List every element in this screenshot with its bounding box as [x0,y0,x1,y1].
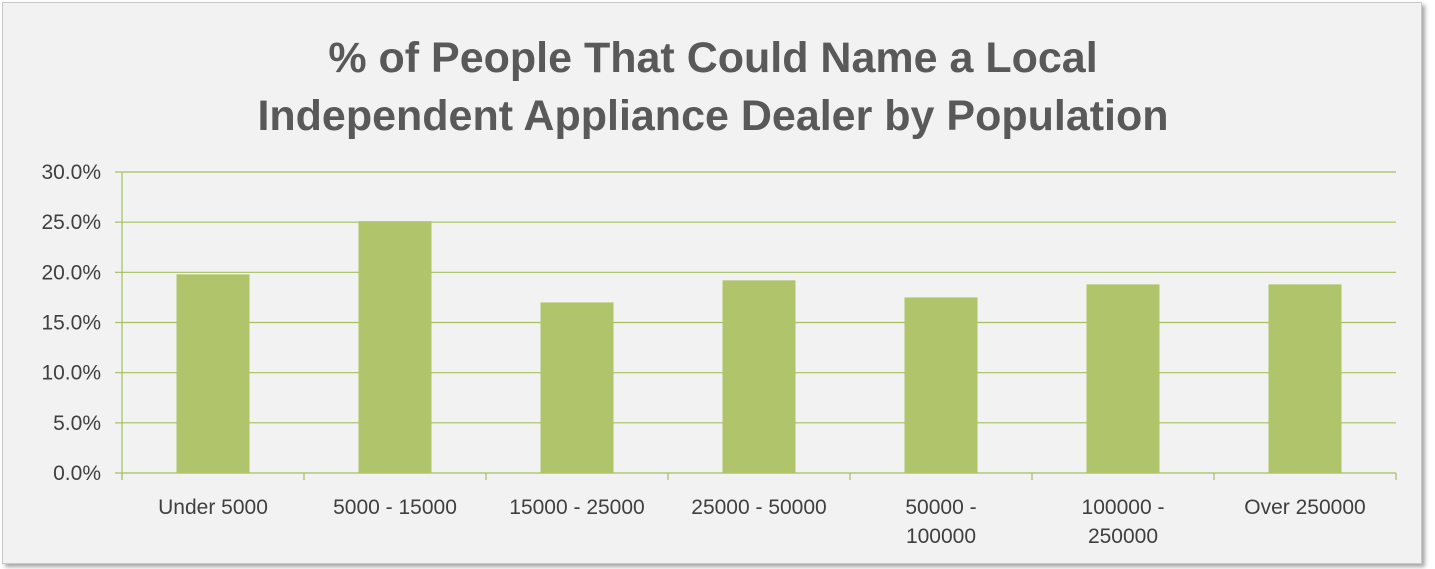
bar [540,302,614,473]
chart-title-line-1: % of People That Could Name a Local [328,34,1098,82]
y-tick-label: 0.0% [53,462,101,485]
bar [904,297,978,473]
bar [176,274,250,473]
chart-frame: % of People That Could Name a Local Inde… [2,2,1422,564]
x-tick-label: 5000 - 15000 [333,496,457,519]
x-tick-label: Under 5000 [158,496,268,519]
bar [1086,284,1160,473]
bar-chart: 0.0% 5.0% 10.0% 15.0% 20.0% 25.0% 30.0% Under 5… [41,161,1397,548]
x-tick-label: 50000 -100000 [905,496,976,548]
bar [1268,284,1342,473]
bar [358,221,432,473]
y-tick-label: 10.0% [41,362,101,385]
x-tick-label: 100000 -250000 [1082,496,1165,548]
y-tick-label: 5.0% [53,412,101,435]
bar [722,280,796,473]
x-tick-label: Over 250000 [1244,496,1365,519]
x-tick-label: 15000 - 25000 [509,496,644,519]
x-tick-label: 25000 - 50000 [691,496,826,519]
y-tick-label: 20.0% [41,261,101,284]
chart-title-line-2: Independent Appliance Dealer by Populati… [257,92,1169,140]
y-tick-label: 25.0% [41,211,101,234]
y-tick-label: 30.0% [41,161,101,184]
y-tick-label: 15.0% [41,312,101,335]
